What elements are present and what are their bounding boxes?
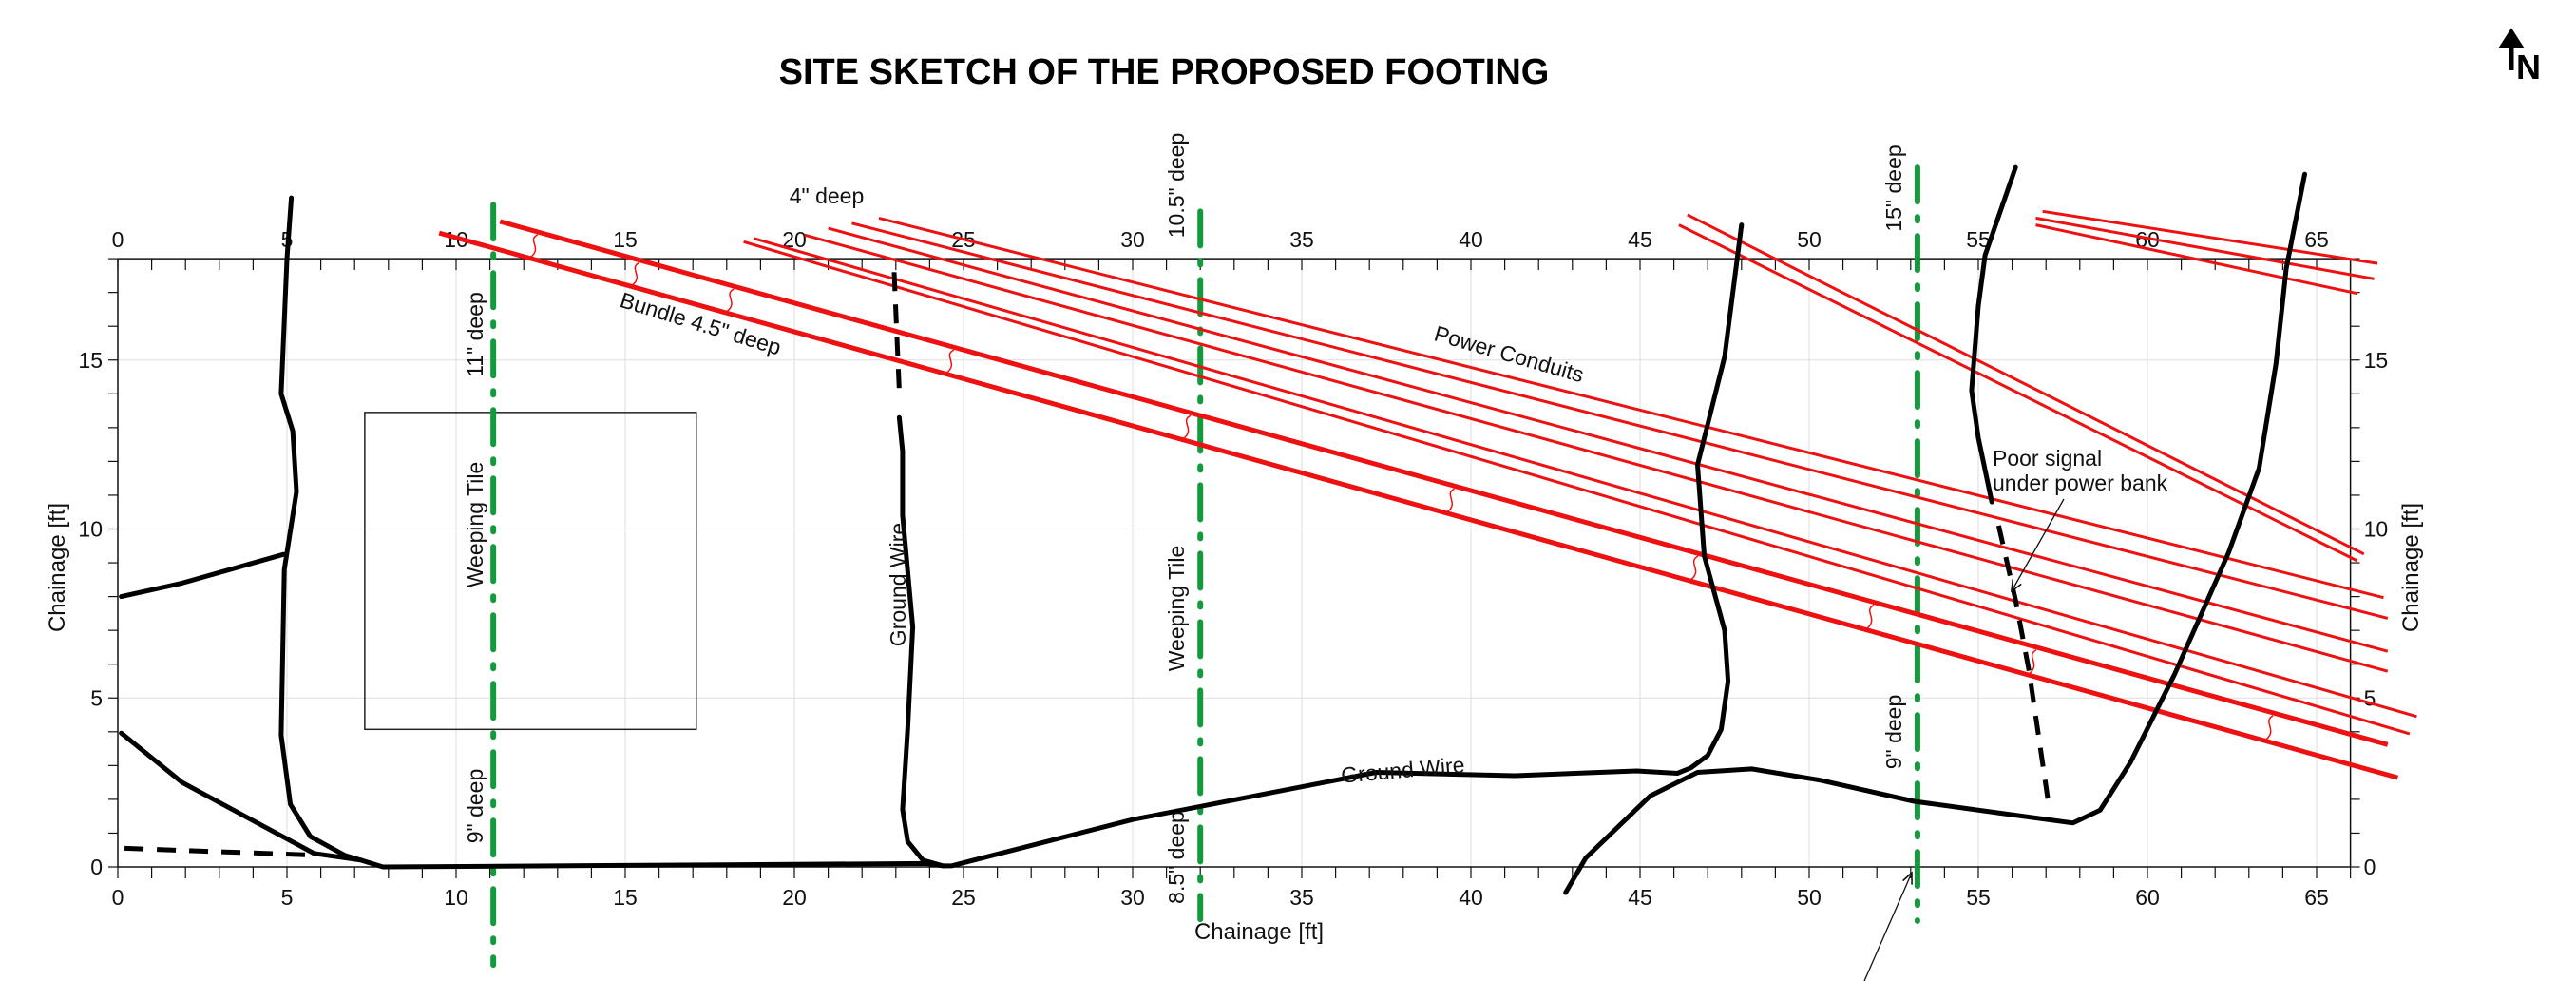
ground-wire-line — [119, 551, 286, 600]
ground-wire-dashed-line — [124, 845, 315, 858]
ground-wire-line — [1969, 164, 2018, 505]
conduit-line — [2035, 223, 2358, 296]
x-tick-label-top: 65 — [2304, 227, 2329, 252]
y-tick-label-right: 0 — [2364, 855, 2376, 879]
power-conduits — [438, 209, 2417, 780]
x-tick-label-bottom: 60 — [2135, 885, 2160, 910]
weeping-tiles — [490, 164, 1920, 969]
y-tick-label-right: 15 — [2364, 348, 2389, 373]
x-tick-label-bottom: 0 — [112, 885, 124, 910]
ground-wire-line — [119, 730, 364, 863]
y-tick-label-left: 15 — [78, 348, 103, 373]
ground-wire-dashed-line — [1995, 525, 2052, 810]
x-tick-label-bottom: 35 — [1289, 885, 1314, 910]
conduit-squiggle — [1446, 488, 1456, 513]
x-tick-label-bottom: 5 — [281, 885, 294, 910]
conduit-line — [753, 237, 2417, 719]
label-8-5in-deep: 8.5" deep — [1164, 811, 1189, 904]
y-tick-label-left: 10 — [78, 517, 103, 542]
bundle-conduit-line — [499, 219, 2389, 747]
conduit-line — [1687, 213, 2365, 556]
ground-wire-dashed-line — [891, 272, 902, 391]
x-tick-label-top: 30 — [1120, 227, 1145, 252]
conduit-line — [2035, 216, 2375, 280]
conduit-squiggle — [631, 261, 640, 287]
x-tick-label-top: 50 — [1797, 227, 1822, 252]
label-15in-deep: 15" deep — [1881, 144, 1906, 231]
y-tick-label-left: 5 — [90, 685, 103, 710]
axes: 0055101015152020252530303535404045455050… — [78, 227, 2388, 910]
x-tick-label-top: 45 — [1628, 227, 1652, 252]
x-tick-label-top: 0 — [112, 227, 124, 252]
x-tick-label-bottom: 25 — [951, 885, 976, 910]
y-axis-title-right: Chainage [ft] — [2398, 503, 2424, 632]
label-11in-deep: 11" deep — [463, 292, 487, 377]
label-poor-signal-line2: under power bank — [1993, 471, 2168, 495]
x-tick-label-bottom: 15 — [613, 885, 638, 910]
y-tick-label-right: 5 — [2364, 685, 2376, 710]
conduit-line — [878, 216, 2384, 600]
x-tick-label-bottom: 65 — [2304, 885, 2329, 910]
x-tick-label-bottom: 20 — [782, 885, 807, 910]
x-tick-label-bottom: 50 — [1797, 885, 1822, 910]
x-tick-label-bottom: 55 — [1966, 885, 1991, 910]
x-tick-label-top: 35 — [1289, 227, 1314, 252]
conduit-line — [2042, 209, 2378, 265]
label-9in-deep-left: 9" deep — [463, 769, 487, 844]
ground-wire-line — [278, 195, 1745, 870]
conduit-squiggle — [529, 234, 539, 259]
x-tick-label-bottom: 40 — [1459, 885, 1483, 910]
x-tick-label-top: 15 — [613, 227, 638, 252]
x-tick-label-bottom: 30 — [1120, 885, 1145, 910]
conduit-line — [828, 226, 2389, 653]
label-poor-signal-line1: Poor signal — [1993, 446, 2102, 471]
y-tick-label-left: 0 — [90, 855, 103, 879]
grid — [118, 259, 2351, 867]
conduit-squiggle — [1689, 555, 1699, 581]
conduit-line — [851, 221, 2389, 620]
bundle-conduit-line — [438, 230, 2399, 780]
ground-wires — [119, 164, 2307, 895]
north-arrow-icon — [2498, 28, 2525, 70]
page-title: SITE SKETCH OF THE PROPOSED FOOTING — [779, 52, 1550, 92]
ground-wire-line — [1563, 171, 2307, 895]
conduit-squiggle — [1182, 414, 1192, 440]
label-weeping-tile-left: Weeping Tile — [463, 462, 487, 588]
footing-outline — [364, 412, 697, 731]
ground-wire-line — [896, 414, 946, 869]
conduit-line — [804, 233, 2389, 673]
conduit-squiggle — [725, 288, 735, 313]
y-tick-label-right: 10 — [2364, 517, 2389, 542]
conduit-squiggle — [945, 349, 955, 375]
label-4in-deep: 4" deep — [790, 183, 865, 208]
north-label: N — [2516, 48, 2541, 87]
conduit-line — [743, 240, 2411, 736]
x-tick-label-top: 40 — [1459, 227, 1483, 252]
conduit-squiggle — [2028, 649, 2037, 675]
poor-signal-arrow — [2012, 498, 2065, 591]
north-arrow: N — [2498, 28, 2541, 87]
lower-pointer-arrow — [1863, 873, 1912, 981]
y-axis-title-left: Chainage [ft] — [45, 503, 70, 632]
label-ground-wire-lower: Ground Wire — [1340, 752, 1465, 787]
conduit-line — [1678, 223, 2358, 563]
label-weeping-tile-mid: Weeping Tile — [1164, 546, 1189, 672]
label-10-5in-deep: 10.5" deep — [1164, 133, 1189, 239]
x-tick-label-bottom: 10 — [444, 885, 468, 910]
label-9in-deep-right: 9" deep — [1881, 695, 1906, 770]
conduit-squiggle — [1865, 604, 1875, 630]
x-axis-title: Chainage [ft] — [1194, 919, 1324, 945]
x-tick-label-bottom: 45 — [1628, 885, 1652, 910]
conduit-squiggle — [2264, 715, 2274, 741]
label-ground-wire-vertical: Ground Wire — [886, 523, 910, 646]
